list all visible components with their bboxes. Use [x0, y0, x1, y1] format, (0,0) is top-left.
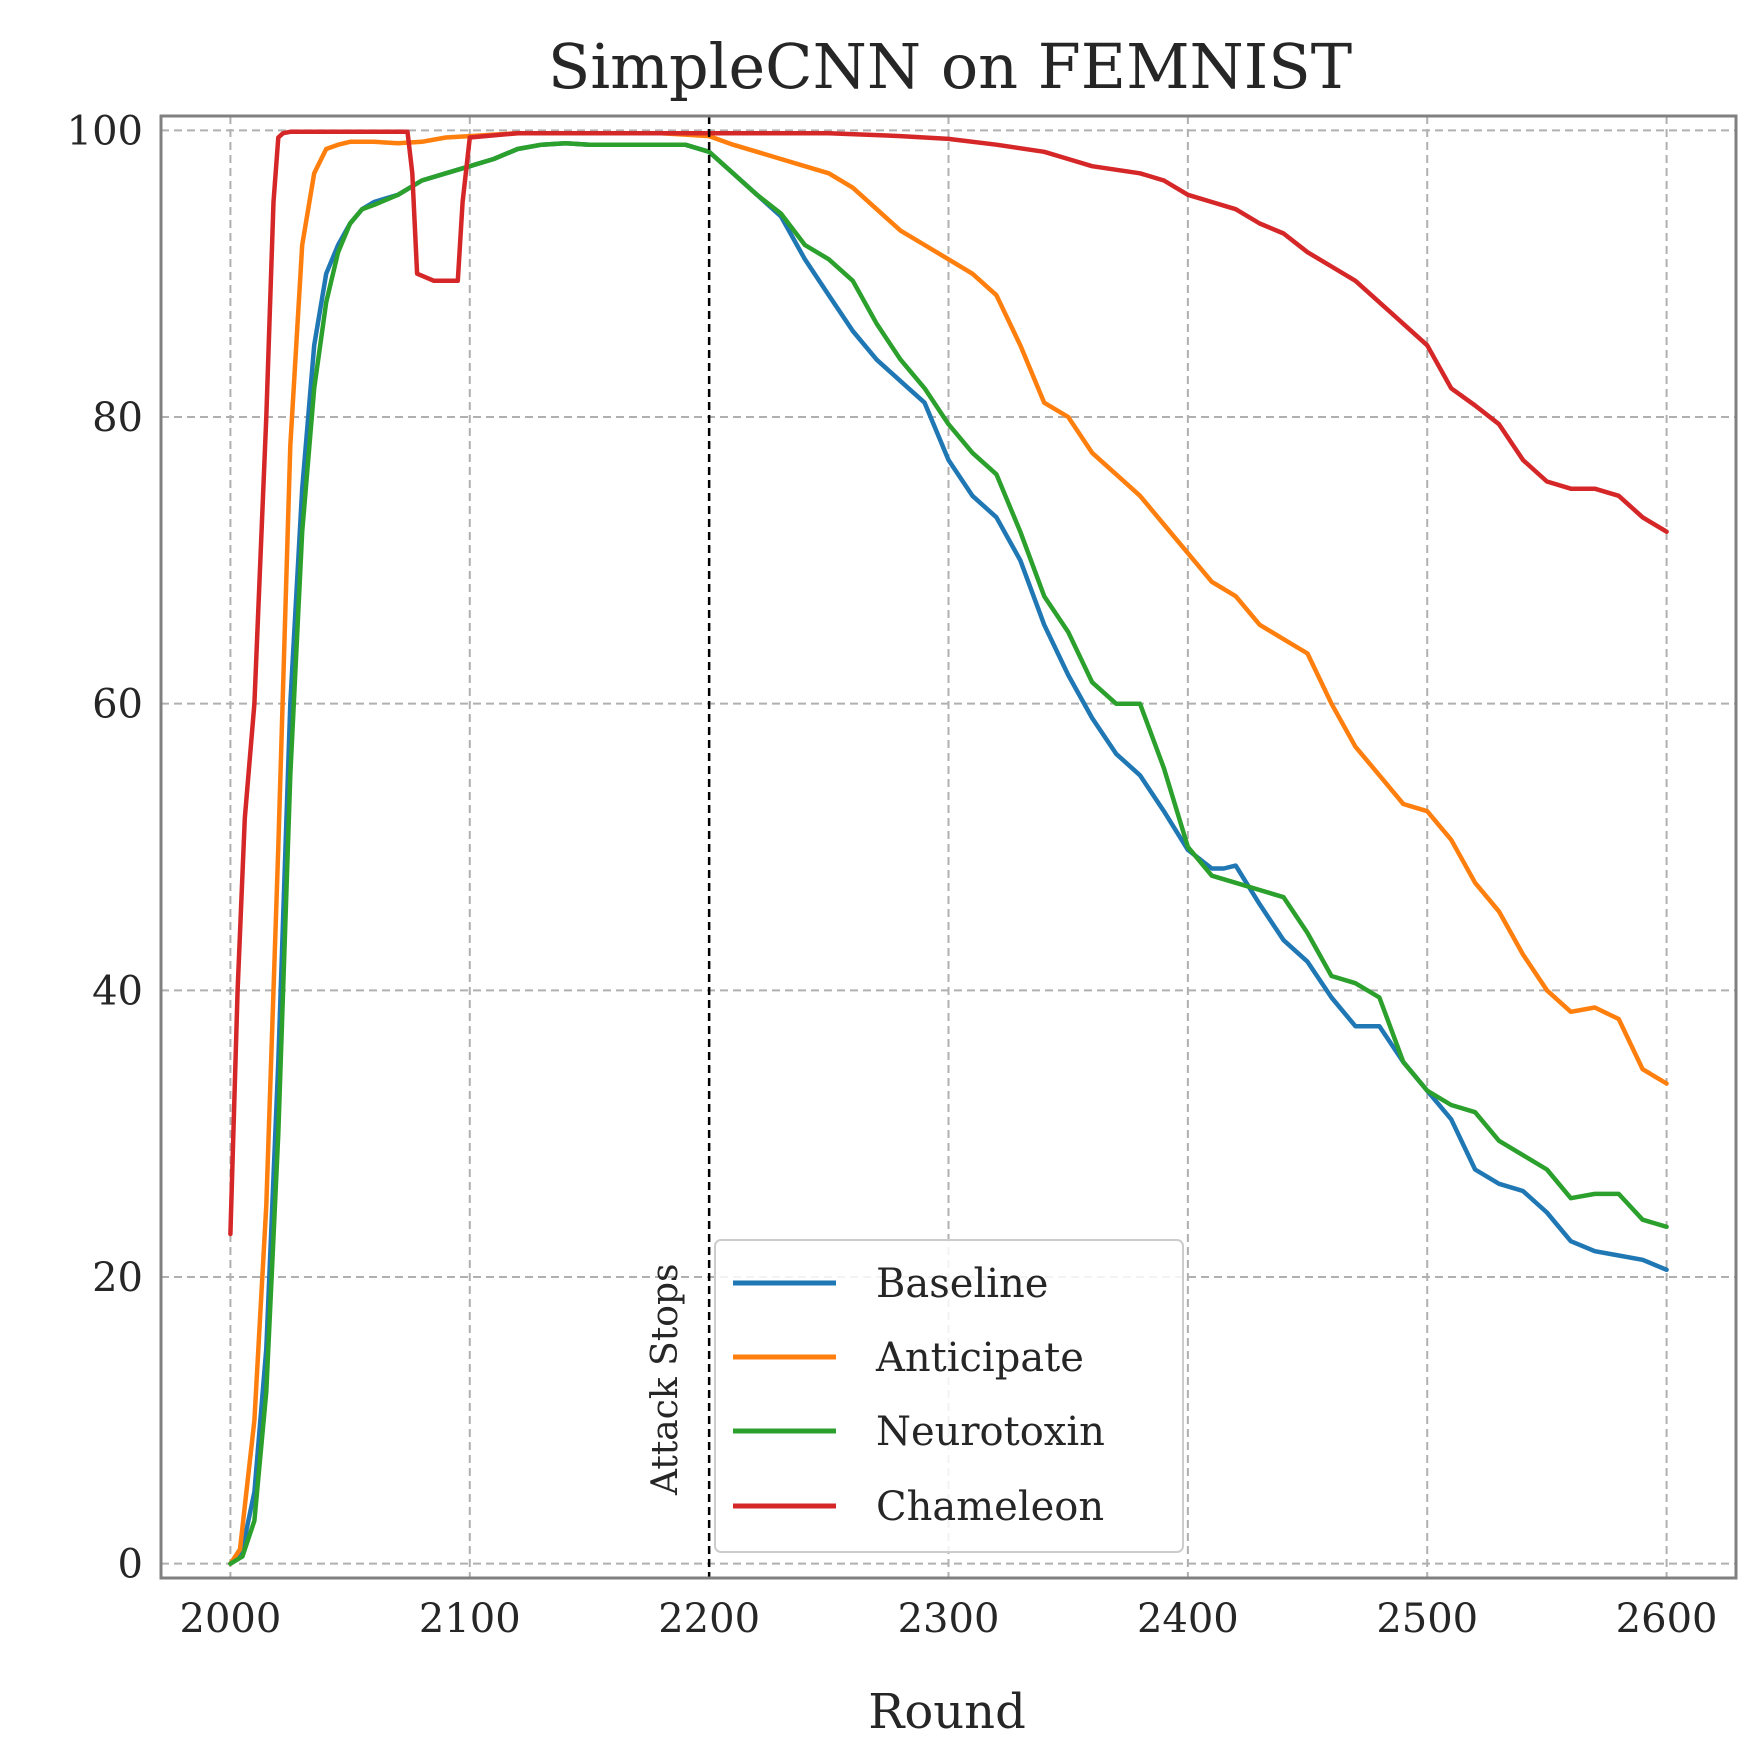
x-tick-label-2200: 2200	[658, 1596, 760, 1642]
legend-label-baseline: Baseline	[876, 1261, 1048, 1307]
axis-ticks: 2000 2100 2200 2300 2400 2500 2600 0 20 40 60 80 100	[67, 108, 1718, 1642]
series-line-anticipate	[228, 130, 1669, 1566]
x-tick-label-2500: 2500	[1376, 1596, 1478, 1642]
x-tick-label-2300: 2300	[898, 1596, 1000, 1642]
legend-entry-baseline: Baseline	[733, 1261, 1048, 1307]
x-tick-label-2100: 2100	[419, 1596, 521, 1642]
series-lines	[228, 129, 1669, 1566]
y-tick-label-80: 80	[92, 395, 143, 441]
legend-entry-chameleon: Chameleon	[733, 1484, 1104, 1530]
legend-label-neurotoxin: Neurotoxin	[876, 1409, 1105, 1455]
x-axis-label: Round	[868, 1684, 1026, 1740]
y-tick-label-20: 20	[92, 1255, 143, 1301]
x-tick-label-2600: 2600	[1616, 1596, 1718, 1642]
series-line-neurotoxin	[228, 140, 1669, 1566]
y-tick-label-0: 0	[118, 1542, 143, 1588]
legend-entry-anticipate: Anticipate	[733, 1335, 1084, 1381]
x-tick-label-2400: 2400	[1137, 1596, 1239, 1642]
y-tick-label-60: 60	[92, 682, 143, 728]
legend-box	[714, 1239, 1184, 1553]
plot-frame	[159, 114, 1738, 1580]
attack-stops-annotation: Attack Stops	[645, 116, 711, 1578]
x-tick-label-2000: 2000	[180, 1596, 282, 1642]
y-tick-label-40: 40	[92, 968, 143, 1014]
attack-stops-label: Attack Stops	[645, 1263, 686, 1496]
legend: Baseline Anticipate Neurotoxin Chameleon	[714, 1239, 1184, 1553]
legend-entry-neurotoxin: Neurotoxin	[733, 1409, 1105, 1455]
series-line-chameleon	[228, 129, 1669, 1237]
y-tick-label-100: 100	[67, 108, 143, 154]
chart-title: SimpleCNN on FEMNIST	[548, 30, 1352, 103]
legend-label-chameleon: Chameleon	[876, 1484, 1104, 1530]
legend-label-anticipate: Anticipate	[875, 1335, 1084, 1381]
